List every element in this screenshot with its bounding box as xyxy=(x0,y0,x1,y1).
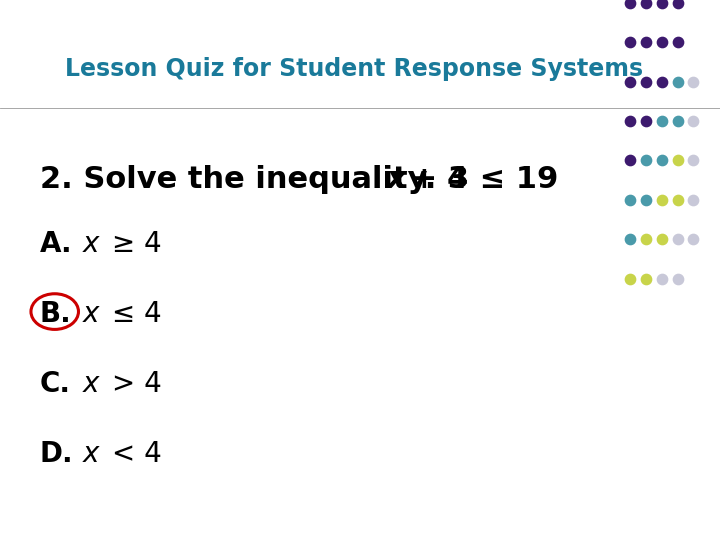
Point xyxy=(688,195,699,204)
Text: ≥ 4: ≥ 4 xyxy=(103,230,161,258)
Point xyxy=(624,38,636,46)
Point xyxy=(656,274,667,283)
Point xyxy=(624,117,636,125)
Point xyxy=(656,235,667,244)
Point xyxy=(672,0,683,7)
Point xyxy=(656,38,667,46)
Point xyxy=(688,77,699,86)
Point xyxy=(656,156,667,165)
Point xyxy=(688,235,699,244)
Point xyxy=(624,156,636,165)
Point xyxy=(640,38,652,46)
Text: A.: A. xyxy=(40,230,72,258)
Point xyxy=(672,274,683,283)
Text: D.: D. xyxy=(40,440,73,468)
Text: Lesson Quiz for Student Response Systems: Lesson Quiz for Student Response Systems xyxy=(65,57,643,80)
Point xyxy=(656,77,667,86)
Point xyxy=(624,195,636,204)
Point xyxy=(624,235,636,244)
Point xyxy=(640,274,652,283)
Text: C.: C. xyxy=(40,370,71,398)
Point xyxy=(688,117,699,125)
Point xyxy=(640,195,652,204)
Text: x: x xyxy=(83,370,99,398)
Point xyxy=(656,195,667,204)
Point xyxy=(672,77,683,86)
Point xyxy=(640,77,652,86)
Point xyxy=(656,0,667,7)
Text: + 3 ≤ 19: + 3 ≤ 19 xyxy=(401,165,559,194)
Point xyxy=(672,38,683,46)
Text: B.: B. xyxy=(40,300,71,328)
Text: ≤ 4: ≤ 4 xyxy=(103,300,161,328)
Point xyxy=(624,274,636,283)
Text: > 4: > 4 xyxy=(103,370,162,398)
Text: x: x xyxy=(83,440,99,468)
Point xyxy=(656,117,667,125)
Point xyxy=(624,77,636,86)
Point xyxy=(640,0,652,7)
Point xyxy=(672,235,683,244)
Point xyxy=(672,195,683,204)
Text: 2. Solve the inequality. 4: 2. Solve the inequality. 4 xyxy=(40,165,468,194)
Point xyxy=(672,117,683,125)
Point xyxy=(688,156,699,165)
Point xyxy=(640,235,652,244)
Text: < 4: < 4 xyxy=(103,440,162,468)
Text: x: x xyxy=(83,230,99,258)
Point xyxy=(640,117,652,125)
Text: x: x xyxy=(83,300,99,328)
Text: x: x xyxy=(387,165,406,194)
Point xyxy=(640,156,652,165)
Point xyxy=(672,156,683,165)
Point xyxy=(624,0,636,7)
